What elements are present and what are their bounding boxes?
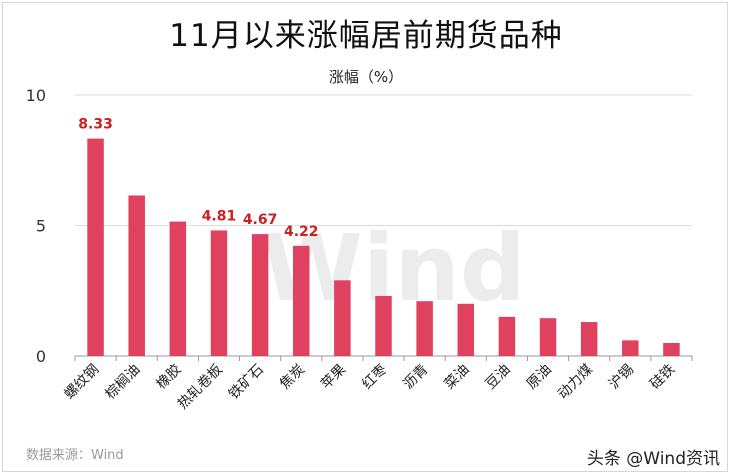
x-tick-label-1: 螺纹钢 [61,362,102,403]
x-tick-label-3: 橡胶 [153,361,185,393]
x-tick-label-15: 硅铁 [647,362,678,393]
x-tick-label-8: 红枣 [359,362,390,393]
bar-9 [416,301,433,356]
x-tick-label-2: 棕榈油 [103,362,144,403]
chart-frame [2,2,728,472]
x-tick-label-11: 豆油 [483,362,514,393]
bar-5 [251,234,269,356]
bar-2 [128,195,145,356]
bar-4 [210,230,228,356]
y-tick-label-5: 5 [36,217,46,236]
y-tick-label-0: 0 [36,347,46,366]
x-tick-label-4: 热轧卷板 [175,362,226,413]
x-tick-label-14: 沪锡 [606,362,637,393]
bar-14 [622,340,639,356]
x-tick-label-13: 动力煤 [555,362,596,403]
data-source-note: 数据来源：Wind [26,448,124,463]
data-label-1: 8.33 [78,117,113,133]
bar-13 [580,322,598,356]
x-tick-label-7: 苹果 [318,362,349,393]
bar-12 [539,318,557,356]
data-label-6: 4.22 [284,224,319,240]
y-axis-label: 涨幅（%） [328,68,404,86]
x-tick-label-12: 原油 [524,362,555,393]
bar-1 [87,138,104,356]
x-tick-label-10: 菜油 [441,362,472,393]
x-tick-label-6: 焦炭 [277,362,308,393]
bar-6 [292,245,310,356]
bar-3 [169,221,187,356]
data-label-4: 4.81 [202,208,237,224]
bar-7 [334,280,351,356]
bar-8 [375,295,392,356]
y-tick-label-10: 10 [26,86,46,105]
bar-10 [457,303,475,356]
bar-11 [498,316,516,356]
x-tick-label-5: 铁矿石 [226,362,267,403]
chart-title: 11月以来涨幅居前期货品种 [169,18,563,54]
data-label-5: 4.67 [243,212,278,228]
bar-15 [663,342,680,356]
brand-watermark-text: 头条 @Wind资讯 [586,449,720,469]
x-tick-label-9: 沥青 [400,362,431,393]
